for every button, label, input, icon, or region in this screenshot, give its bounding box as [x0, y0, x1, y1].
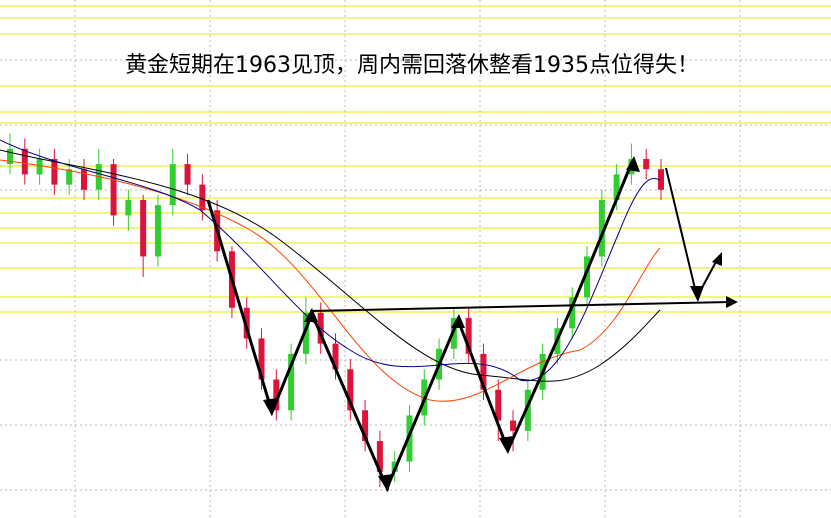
candle-body — [332, 343, 339, 370]
candle-body — [66, 169, 73, 185]
candle-body — [273, 379, 280, 411]
candle-body — [569, 297, 576, 329]
chart-title: 黄金短期在1963见顶，周内需回落休整看1935点位得失！ — [125, 53, 699, 78]
level-lines — [0, 5, 831, 313]
candle-body — [480, 353, 487, 390]
candle-body — [598, 200, 605, 257]
candle-body — [584, 256, 591, 298]
candle-body — [510, 420, 517, 431]
candle-body — [184, 164, 191, 185]
candle-body — [288, 353, 295, 411]
candle-body — [465, 317, 472, 354]
candle-body — [643, 158, 650, 170]
candle-body — [495, 389, 502, 421]
candle-body — [140, 200, 147, 257]
candle-body — [154, 205, 161, 257]
candle-body — [258, 338, 265, 380]
candle-body — [80, 169, 87, 190]
candle-body — [110, 164, 117, 216]
candle-body — [7, 148, 13, 165]
candle-body — [51, 158, 58, 185]
candle-body — [169, 164, 176, 206]
candle-body — [613, 174, 620, 201]
candle-body — [125, 200, 132, 216]
moving-averages — [0, 139, 661, 402]
candle-body — [36, 158, 43, 175]
candle-body — [21, 148, 28, 175]
candle-body — [376, 441, 383, 472]
arrow-heads — [263, 156, 738, 492]
candle-body — [302, 312, 309, 354]
candle-body — [347, 369, 354, 411]
candle-body — [658, 169, 664, 190]
candle-body — [362, 410, 369, 442]
candle-body — [524, 389, 531, 431]
candle-body — [199, 184, 206, 211]
